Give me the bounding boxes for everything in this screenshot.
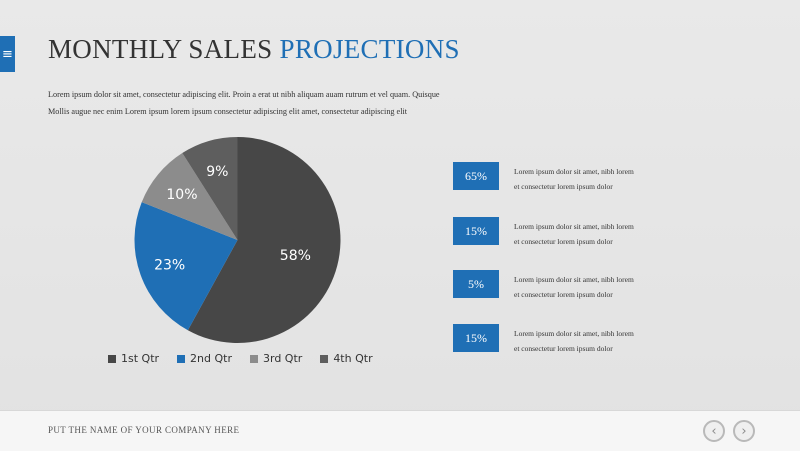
chevron-left-icon: ‹ [711, 423, 717, 439]
legend-label: 2nd Qtr [190, 352, 232, 365]
legend-item: 2nd Qtr [177, 352, 232, 365]
stat-badge: 15% [453, 217, 499, 245]
stat-row: 15% Lorem ipsum dolor sit amet, nibh lor… [453, 324, 713, 353]
legend-swatch [177, 354, 186, 363]
pie-data-label: 10% [166, 187, 197, 203]
stat-line: et consectetur lorem ipsum dolor [514, 182, 613, 191]
intro-text: Lorem ipsum dolor sit amet, consectetur … [48, 86, 488, 120]
legend-swatch [320, 354, 329, 363]
stat-line: Lorem ipsum dolor sit amet, nibh lorem [514, 329, 634, 338]
title-main: MONTHLY SALES [48, 34, 273, 64]
stat-description: Lorem ipsum dolor sit amet, nibh lorem e… [514, 164, 664, 194]
legend-label: 4th Qtr [333, 352, 373, 365]
menu-button[interactable]: ≡ [0, 36, 15, 72]
pie-slice-3rd-qtr [141, 153, 238, 240]
intro-line-2: Mollis augue nec enim Lorem ipsum lorem … [48, 107, 408, 116]
hamburger-menu-icon: ≡ [2, 46, 13, 62]
legend-item: 1st Qtr [108, 352, 159, 365]
chart-legend: 1st Qtr 2nd Qtr 3rd Qtr 4th Qtr [108, 352, 373, 365]
next-slide-button[interactable]: › [733, 420, 755, 442]
legend-label: 3rd Qtr [263, 352, 303, 365]
legend-item: 3rd Qtr [250, 352, 302, 365]
stat-line: et consectetur lorem ipsum dolor [514, 290, 613, 299]
pie-data-label: 9% [206, 164, 228, 180]
stat-badge: 15% [453, 324, 499, 352]
stat-line: Lorem ipsum dolor sit amet, nibh lorem [514, 167, 634, 176]
pie-slice-2nd-qtr [134, 202, 238, 331]
pie-data-label: 23% [154, 257, 185, 273]
legend-label: 1st Qtr [121, 352, 160, 365]
stat-badge: 5% [453, 270, 499, 298]
stat-row: 15% Lorem ipsum dolor sit amet, nibh lor… [453, 217, 713, 246]
stat-description: Lorem ipsum dolor sit amet, nibh lorem e… [514, 272, 664, 302]
page-title: MONTHLY SALES PROJECTIONS [48, 34, 460, 65]
title-accent: PROJECTIONS [279, 34, 460, 64]
legend-item: 4th Qtr [320, 352, 373, 365]
legend-swatch [250, 354, 258, 363]
chevron-right-icon: › [741, 423, 747, 439]
previous-slide-button[interactable]: ‹ [703, 420, 725, 442]
stat-line: Lorem ipsum dolor sit amet, nibh lorem [514, 275, 634, 284]
stat-row: 5% Lorem ipsum dolor sit amet, nibh lore… [453, 270, 713, 299]
pie-slice-4th-qtr [182, 137, 238, 240]
stat-line: et consectetur lorem ipsum dolor [514, 237, 613, 246]
pie-slice-1st-qtr [187, 137, 341, 343]
stat-description: Lorem ipsum dolor sit amet, nibh lorem e… [514, 219, 664, 249]
stat-line: Lorem ipsum dolor sit amet, nibh lorem [514, 222, 634, 231]
legend-swatch [108, 354, 116, 363]
pie-chart: 58% 23% 10% 9% [134, 137, 341, 343]
stat-row: 65% Lorem ipsum dolor sit amet, nibh lor… [453, 162, 713, 191]
stat-description: Lorem ipsum dolor sit amet, nibh lorem e… [514, 326, 664, 356]
pie-data-label: 58% [280, 248, 311, 264]
company-name: PUT THE NAME OF YOUR COMPANY HERE [48, 425, 240, 435]
stat-line: et consectetur lorem ipsum dolor [514, 344, 613, 353]
intro-line-1: Lorem ipsum dolor sit amet, consectetur … [48, 90, 440, 99]
stat-badge: 65% [453, 162, 499, 190]
footer-bar: PUT THE NAME OF YOUR COMPANY HERE ‹ › [0, 410, 800, 451]
